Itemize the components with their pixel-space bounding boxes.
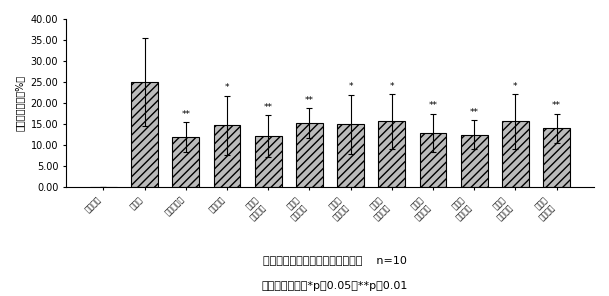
Bar bbox=[420, 133, 446, 187]
Text: **: ** bbox=[470, 108, 479, 117]
Text: **: ** bbox=[264, 103, 273, 112]
Bar bbox=[131, 82, 158, 187]
Text: *: * bbox=[225, 83, 229, 92]
Bar bbox=[378, 121, 405, 187]
Text: **: ** bbox=[305, 96, 314, 105]
Bar bbox=[214, 125, 241, 187]
Bar bbox=[172, 137, 199, 187]
Bar bbox=[461, 135, 488, 187]
Text: 与模型组比较，*p＜0.05，**p＜0.01: 与模型组比较，*p＜0.05，**p＜0.01 bbox=[262, 281, 408, 291]
Text: *: * bbox=[348, 82, 353, 91]
Text: *: * bbox=[513, 82, 518, 91]
Bar bbox=[502, 121, 529, 187]
Bar bbox=[296, 123, 323, 187]
Bar bbox=[337, 124, 364, 187]
Bar bbox=[543, 128, 570, 187]
Text: **: ** bbox=[552, 101, 561, 110]
Y-axis label: 脑梗死灶体积（%）: 脑梗死灶体积（%） bbox=[15, 75, 25, 131]
Bar bbox=[255, 136, 281, 187]
Text: 各给药组对大鼠脑梗死体积的影响    n=10: 各给药组对大鼠脑梗死体积的影响 n=10 bbox=[263, 255, 407, 265]
Text: **: ** bbox=[429, 101, 437, 110]
Text: **: ** bbox=[181, 110, 190, 119]
Text: *: * bbox=[390, 82, 394, 91]
